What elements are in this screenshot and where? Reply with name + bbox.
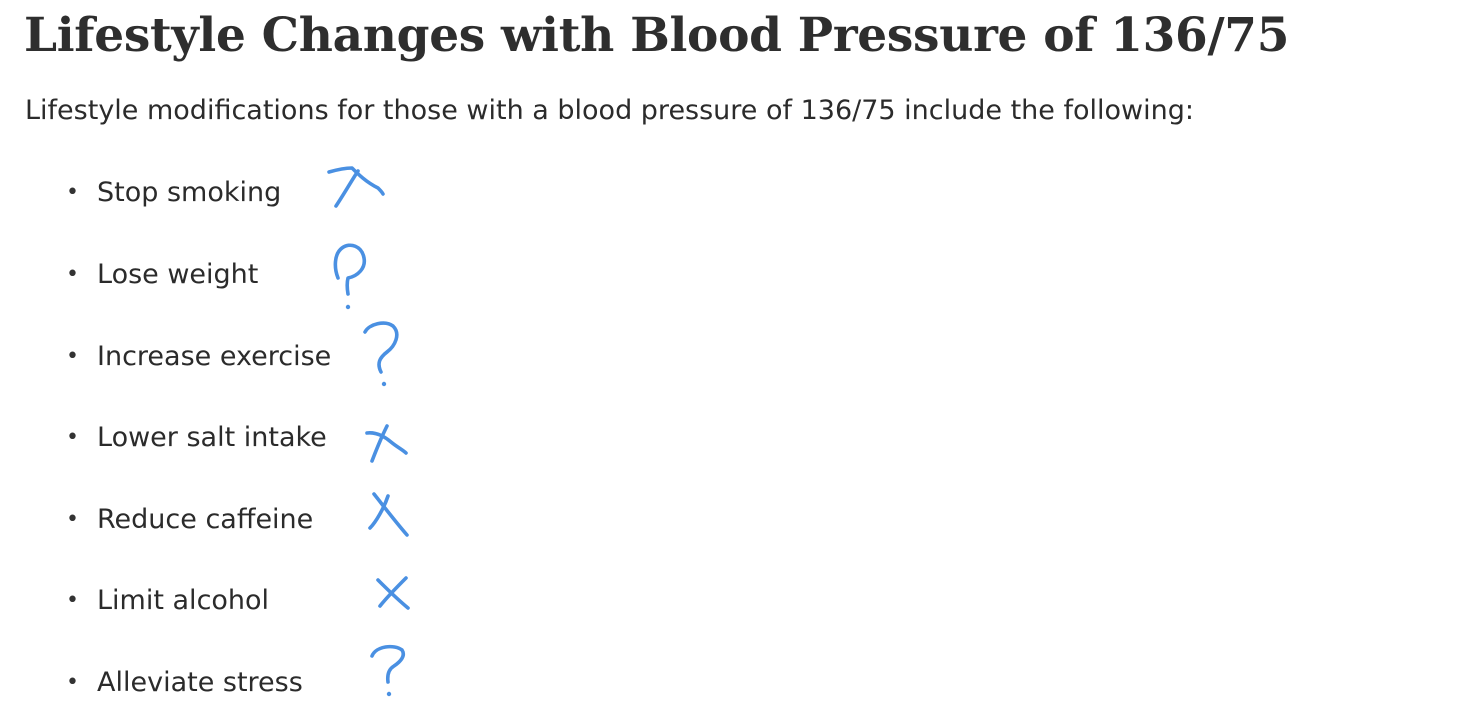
list-item-label: Limit alcohol xyxy=(97,585,270,616)
question-mark-icon xyxy=(370,644,406,697)
bullet-icon: • xyxy=(66,588,79,613)
list-item-label: Lower salt intake xyxy=(97,422,327,453)
bullet-icon: • xyxy=(66,262,79,287)
list-item-label: Alleviate stress xyxy=(97,667,303,698)
intro-paragraph: Lifestyle modifications for those with a… xyxy=(25,95,1194,126)
list-item-label: Increase exercise xyxy=(97,341,332,372)
list-item-label: Reduce caffeine xyxy=(97,504,314,535)
x-mark-icon xyxy=(368,492,409,537)
x-mark-icon xyxy=(365,424,408,463)
x-mark-icon xyxy=(376,576,410,610)
list-item-label: Stop smoking xyxy=(97,177,282,208)
bullet-icon: • xyxy=(66,670,79,695)
page-title: Lifestyle Changes with Blood Pressure of… xyxy=(24,8,1290,63)
question-mark-icon xyxy=(333,243,367,310)
question-mark-icon xyxy=(363,321,399,387)
x-mark-icon xyxy=(327,166,385,208)
bullet-icon: • xyxy=(66,507,79,532)
bullet-icon: • xyxy=(66,344,79,369)
bullet-icon: • xyxy=(66,425,79,450)
list-item-label: Lose weight xyxy=(97,259,259,290)
bullet-icon: • xyxy=(66,180,79,205)
